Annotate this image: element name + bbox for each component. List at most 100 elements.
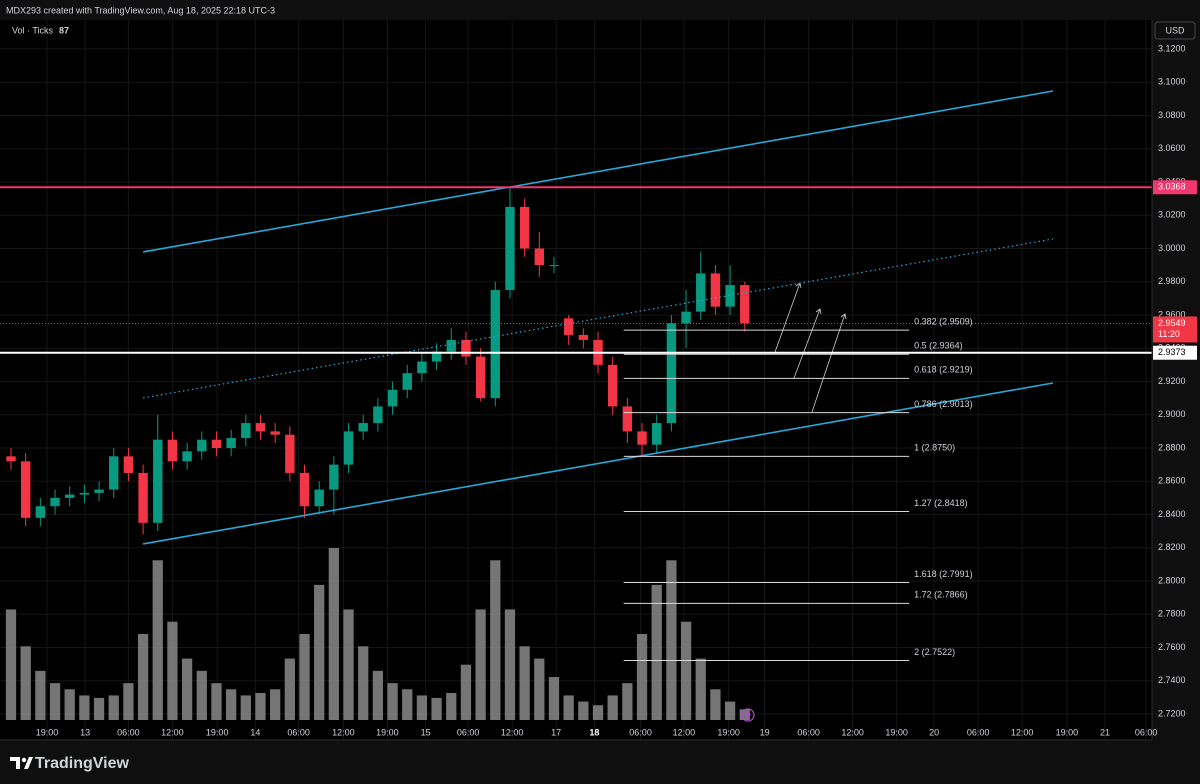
logo-dot	[21, 757, 27, 763]
candle-body	[475, 356, 486, 399]
x-tick-label: 06:00	[457, 727, 480, 737]
volume-layer	[5, 548, 750, 720]
y-tick-label: 2.9600	[1158, 309, 1186, 319]
alert-icon[interactable]	[741, 708, 755, 722]
y-tick-label: 2.7800	[1158, 609, 1186, 619]
volume-bar	[137, 634, 149, 720]
candle-body	[549, 265, 559, 267]
fib-label: 1.27 (2.8418)	[914, 498, 968, 508]
x-tick-label: 17	[551, 727, 561, 737]
volume-bar	[79, 695, 90, 720]
trendline	[142, 238, 1054, 399]
currency: USD	[1165, 25, 1185, 35]
x-tick-label: 12:00	[332, 727, 355, 737]
countdown: 11:20	[1158, 329, 1180, 339]
x-tick-label: 06:00	[797, 727, 820, 737]
logo-mark	[24, 757, 33, 769]
candle-body	[314, 489, 324, 507]
volume-bar	[460, 664, 472, 720]
price-label: 3.0368	[1158, 182, 1186, 192]
fib-label: 0.786 (2.9013)	[914, 399, 973, 409]
volume-bar	[240, 695, 251, 720]
candle-body	[6, 456, 16, 462]
volume-bar	[108, 695, 119, 720]
volume-bar	[343, 609, 354, 720]
volume-bar	[49, 683, 61, 720]
candle-body	[343, 431, 354, 465]
y-tick-label: 3.0800	[1158, 110, 1186, 120]
candle-body	[285, 434, 295, 473]
volume-bar	[636, 634, 648, 720]
x-tick-label: 14	[250, 727, 260, 737]
fib-label: 0.618 (2.9219)	[914, 365, 973, 375]
candle-body	[637, 431, 647, 445]
y-tick-label: 2.8600	[1158, 476, 1186, 486]
volume-bar	[519, 646, 530, 720]
x-tick-label: 06:00	[287, 727, 310, 737]
x-tick-label: 19:00	[206, 727, 229, 737]
y-tick-label: 2.7600	[1158, 642, 1186, 652]
volume-bar	[284, 658, 295, 720]
candle-body	[373, 406, 383, 424]
y-tick-label: 3.0200	[1158, 210, 1186, 220]
x-tick-label: 19:00	[885, 727, 908, 737]
y-tick-label: 2.8200	[1158, 542, 1186, 552]
candle-body	[358, 423, 368, 432]
y-tick-label: 2.7400	[1158, 675, 1186, 685]
logo: TradingView	[10, 755, 130, 772]
candle-body	[109, 456, 119, 490]
candle-body	[167, 439, 178, 462]
volume-bar	[299, 634, 310, 720]
x-tick-label: 13	[80, 727, 90, 737]
last-price-box	[1153, 316, 1197, 343]
candle-body	[519, 206, 530, 249]
candle-body	[740, 285, 750, 324]
candle-body	[431, 351, 442, 362]
candle-body	[578, 334, 589, 340]
x-tick-label: 21	[1100, 727, 1110, 737]
volume-legend-value: 87	[59, 25, 69, 35]
candle-layer	[6, 187, 750, 535]
alert-icon-bolt	[745, 710, 751, 720]
candle-body	[534, 248, 545, 266]
candle-body	[710, 273, 721, 307]
candle-body	[417, 361, 427, 374]
x-tick-label: 19	[760, 727, 770, 737]
volume-bar	[358, 646, 369, 720]
candle-body	[226, 438, 236, 449]
candle-body	[255, 423, 266, 432]
x-tick-label: 12:00	[1011, 727, 1034, 737]
volume-bar	[152, 560, 163, 720]
candle-body	[461, 339, 471, 357]
x-tick-label: 12:00	[161, 727, 184, 737]
volume-bar	[504, 609, 516, 720]
candle-body	[50, 497, 60, 507]
volume-bar	[5, 609, 17, 720]
price-label-box	[1153, 345, 1197, 360]
volume-bar	[622, 683, 633, 720]
volume-bar	[196, 670, 207, 720]
candle-body	[725, 285, 735, 307]
candle-body	[666, 323, 677, 424]
y-tick-label: 3.1200	[1158, 43, 1186, 53]
candle-body	[138, 472, 148, 523]
x-tick-label: 19:00	[36, 727, 59, 737]
candle-body	[681, 311, 691, 324]
volume-bar	[225, 689, 237, 720]
x-tick-label: 06:00	[117, 727, 140, 737]
price-label: 2.9373	[1158, 347, 1186, 357]
candle-body	[211, 439, 222, 449]
volume-bar	[416, 695, 428, 720]
volume-bar	[20, 646, 31, 720]
y-tick-label: 2.9800	[1158, 276, 1186, 286]
candle-body	[20, 461, 31, 518]
candle-body	[607, 364, 618, 407]
volume-bar	[739, 709, 750, 720]
candle-body	[299, 472, 310, 507]
volume-bar	[211, 683, 222, 720]
volume-bar	[123, 683, 134, 720]
x-tick-label: 06:00	[1135, 727, 1158, 737]
candle-body	[241, 423, 251, 439]
